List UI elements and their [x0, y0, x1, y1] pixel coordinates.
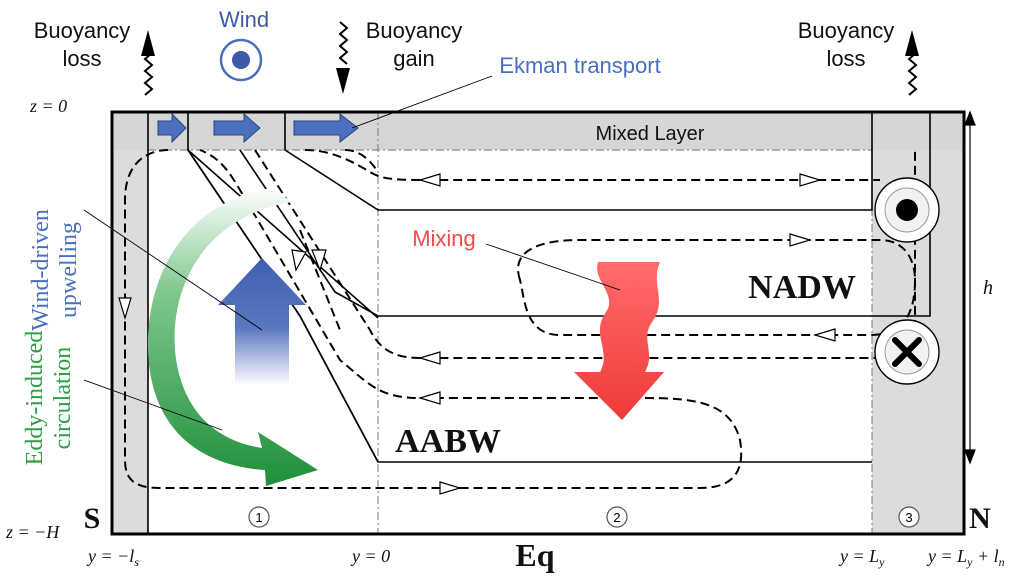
buoyancy-loss-left-label-2: loss	[62, 46, 101, 71]
ocean-basin-box	[110, 110, 966, 536]
zone-3-label: 3	[905, 510, 912, 525]
aabw-label: AABW	[395, 423, 501, 460]
y-zero-label: y = 0	[350, 546, 390, 566]
y-south-label: y = −ls	[86, 546, 139, 569]
sinking-inward-symbol	[874, 319, 940, 385]
leader-lines	[83, 75, 621, 431]
thickness-label: h	[983, 277, 993, 299]
svg-text:Wind-driven: Wind-driven	[28, 209, 54, 331]
mixing-arrow	[574, 262, 664, 420]
zone-markers	[248, 506, 920, 528]
buoyancy-loss-left-icon	[141, 30, 155, 96]
buoyancy-loss-right-icon	[905, 30, 919, 96]
equator-label: Eq	[515, 537, 554, 573]
eddy-circulation-label: Eddy-induced circulation	[22, 331, 76, 466]
sinking-outward-symbol	[874, 177, 940, 243]
north-label: N	[969, 502, 991, 535]
buoyancy-loss-right-label-2: loss	[826, 46, 865, 71]
mixing-label: Mixing	[412, 226, 476, 251]
buoyancy-loss-right-label-1: Buoyancy	[798, 18, 895, 43]
y-ly-label: y = Ly	[838, 546, 885, 569]
wind-icon	[219, 38, 263, 82]
south-label: S	[84, 502, 101, 535]
zone-2-label: 2	[613, 510, 620, 525]
svg-text:Eddy-induced: Eddy-induced	[22, 331, 48, 466]
buoyancy-gain-icon	[336, 21, 350, 94]
zone-1-label: 1	[255, 510, 262, 525]
buoyancy-gain-label-2: gain	[393, 46, 435, 71]
upwelling-arrow	[218, 258, 306, 385]
buoyancy-gain-label-1: Buoyancy	[366, 18, 463, 43]
y-lyln-label: y = Ly + ln	[926, 546, 1005, 569]
svg-text:circulation: circulation	[50, 347, 76, 450]
svg-text:upwelling: upwelling	[56, 222, 82, 318]
southern-zone-shade	[112, 112, 148, 534]
ekman-transport-label: Ekman transport	[499, 53, 660, 78]
mixed-layer-label: Mixed Layer	[596, 123, 705, 145]
nadw-label: NADW	[748, 269, 856, 306]
wind-label: Wind	[219, 7, 269, 32]
wind-upwelling-label: Wind-driven upwelling	[28, 209, 82, 331]
surface-depth-label: z = 0	[29, 96, 67, 116]
thickness-indicator	[964, 110, 976, 465]
streamline-arrowheads	[118, 173, 836, 495]
eddy-circulation-arrow	[147, 188, 318, 486]
ekman-arrows	[157, 112, 359, 144]
buoyancy-loss-left-label-1: Buoyancy	[34, 18, 131, 43]
bottom-depth-label: z = −H	[5, 522, 60, 542]
